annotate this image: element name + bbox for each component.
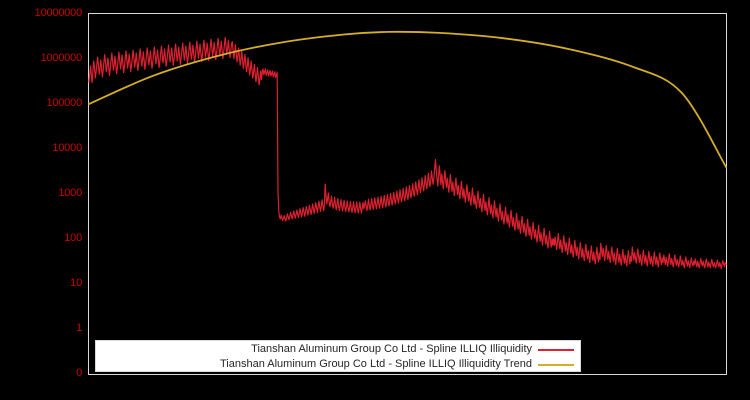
y-axis-tick-label: 100000 — [46, 97, 82, 109]
y-axis-tick-label: 0 — [76, 367, 82, 379]
legend-label-illiquidity: Tianshan Aluminum Group Co Ltd - Spline … — [251, 343, 532, 355]
y-axis-tick-label: 10000000 — [34, 7, 83, 19]
y-axis-tick-label: 10 — [70, 277, 82, 289]
legend-label-illiquidity-trend: Tianshan Aluminum Group Co Ltd - Spline … — [219, 358, 532, 370]
legend-entry-illiquidity: Tianshan Aluminum Group Co Ltd - Spline … — [96, 342, 582, 357]
y-axis-tick-label: 100 — [64, 232, 82, 244]
legend-swatch-illiquidity — [538, 348, 574, 351]
y-axis-tick-label: 10000 — [52, 142, 82, 154]
legend-entry-illiquidity-trend: Tianshan Aluminum Group Co Ltd - Spline … — [96, 357, 582, 372]
chart-legend: Tianshan Aluminum Group Co Ltd - Spline … — [95, 340, 581, 372]
series-illiquidity-trend-line — [88, 30, 727, 168]
plot-frame — [88, 13, 727, 375]
y-axis-tick-label: 1000000 — [40, 52, 83, 64]
y-axis-tick-label: 1 — [76, 322, 82, 334]
series-illiquidity-line — [88, 36, 727, 270]
y-axis-tick-label: 1000 — [58, 187, 82, 199]
legend-swatch-illiquidity-trend — [538, 363, 574, 366]
